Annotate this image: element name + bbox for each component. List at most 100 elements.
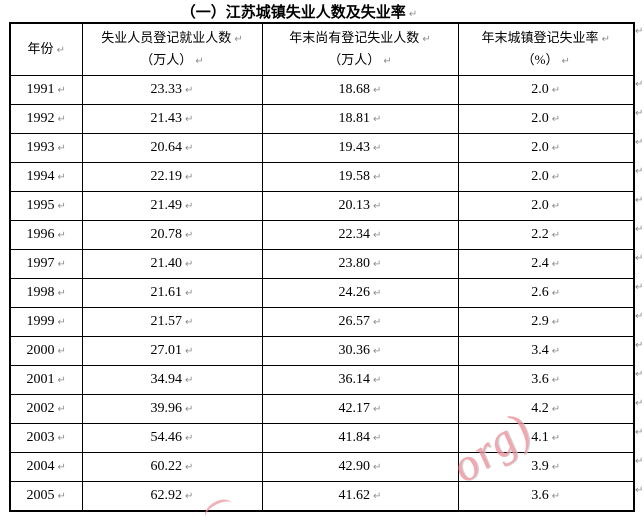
paragraph-mark-icon: ↵ <box>57 346 66 357</box>
end-of-row-mark-icon: ↵ <box>635 195 644 206</box>
registered-employed-cell-value: 27.01 <box>150 343 183 358</box>
registered-employed-cell-value: 21.43 <box>150 111 183 126</box>
header-unemployment-rate-label: 年末城镇登记失业率 <box>481 29 599 45</box>
paragraph-mark-icon: ↵ <box>234 33 243 45</box>
year-cell: 2003 ↵ <box>9 423 83 453</box>
registered-employed-cell: 54.46 ↵ <box>81 423 263 453</box>
year-cell-value: 1999 <box>26 314 55 329</box>
year-cell-value: 2001 <box>26 372 55 387</box>
header-yearend-unemployed: 年末尚有登记失业人数 ↵ （万人） ↵ <box>261 22 459 76</box>
yearend-unemployed-cell: 30.36 ↵ <box>261 336 459 366</box>
paragraph-mark-icon: ↵ <box>408 9 418 20</box>
year-cell: 2004 ↵ <box>9 452 83 482</box>
registered-employed-cell: 34.94 ↵ <box>81 365 263 395</box>
yearend-unemployed-cell: 42.17 ↵ <box>261 394 459 424</box>
year-cell-value: 2003 <box>26 430 55 445</box>
paragraph-mark-icon: ↵ <box>57 491 66 502</box>
rate-cell: 3.6 ↵ <box>457 481 635 512</box>
paragraph-mark-icon: ↵ <box>57 201 66 212</box>
year-cell: 1998 ↵ <box>9 278 83 308</box>
year-cell-value: 1991 <box>26 82 55 97</box>
yearend-unemployed-cell-value: 18.68 <box>338 82 371 97</box>
paragraph-mark-icon: ↵ <box>373 230 382 241</box>
paragraph-mark-icon: ↵ <box>551 375 561 386</box>
end-of-row-mark-icon: ↵ <box>635 282 644 293</box>
yearend-unemployed-cell: 22.34 ↵ <box>261 220 459 250</box>
paragraph-mark-icon: ↵ <box>373 114 382 125</box>
rate-cell-value: 2.0 <box>531 140 549 155</box>
rate-cell-value: 2.2 <box>531 227 549 242</box>
registered-employed-cell: 62.92 ↵ <box>81 481 263 512</box>
year-cell-value: 1996 <box>26 227 55 242</box>
paragraph-mark-icon: ↵ <box>185 201 194 212</box>
paragraph-mark-icon: ↵ <box>57 288 66 299</box>
yearend-unemployed-cell: 41.84 ↵ <box>261 423 459 453</box>
paragraph-mark-icon: ↵ <box>373 317 382 328</box>
yearend-unemployed-cell-value: 24.26 <box>338 285 371 300</box>
paragraph-mark-icon: ↵ <box>195 55 204 67</box>
rate-cell: 2.6 ↵ <box>457 278 635 308</box>
paragraph-mark-icon: ↵ <box>373 85 382 96</box>
rate-cell-value: 2.0 <box>531 169 549 184</box>
yearend-unemployed-cell-value: 36.14 <box>338 372 371 387</box>
paragraph-mark-icon: ↵ <box>383 55 392 67</box>
paragraph-mark-icon: ↵ <box>551 462 561 473</box>
table-row: 2004 ↵ 60.22 ↵ 42.90 ↵ 3.9 ↵ <box>9 452 635 482</box>
year-cell: 1993 ↵ <box>9 133 83 163</box>
registered-employed-cell: 27.01 ↵ <box>81 336 263 366</box>
paragraph-mark-icon: ↵ <box>56 44 65 56</box>
yearend-unemployed-cell-value: 26.57 <box>338 314 371 329</box>
table-row: 2005 ↵ 62.92 ↵ 41.62 ↵ 3.6 ↵ <box>9 481 635 512</box>
paragraph-mark-icon: ↵ <box>57 433 66 444</box>
yearend-unemployed-cell: 36.14 ↵ <box>261 365 459 395</box>
unemployment-table: 年份 ↵ 失业人员登记就业人数 ↵ （万人） ↵ 年末尚有登记失业人数 ↵ （万人） ↵ 年末… <box>9 22 635 512</box>
paragraph-mark-icon: ↵ <box>601 33 610 45</box>
rate-cell: 4.2 ↵ <box>457 394 635 424</box>
yearend-unemployed-cell-value: 41.84 <box>338 430 371 445</box>
paragraph-mark-icon: ↵ <box>185 85 194 96</box>
yearend-unemployed-cell: 41.62 ↵ <box>261 481 459 512</box>
paragraph-mark-icon: ↵ <box>57 259 66 270</box>
registered-employed-cell-value: 62.92 <box>150 488 183 503</box>
yearend-unemployed-cell-value: 19.43 <box>338 140 371 155</box>
rate-cell: 2.0 ↵ <box>457 133 635 163</box>
paragraph-mark-icon: ↵ <box>57 230 66 241</box>
paragraph-mark-icon: ↵ <box>551 491 561 502</box>
yearend-unemployed-cell: 18.68 ↵ <box>261 75 459 105</box>
paragraph-mark-icon: ↵ <box>185 433 194 444</box>
yearend-unemployed-cell-value: 41.62 <box>338 488 371 503</box>
paragraph-mark-icon: ↵ <box>551 85 561 96</box>
yearend-unemployed-cell: 19.58 ↵ <box>261 162 459 192</box>
table-row: 1996 ↵ 20.78 ↵ 22.34 ↵ 2.2 ↵ <box>9 220 635 250</box>
rate-cell: 2.0 ↵ <box>457 75 635 105</box>
registered-employed-cell-value: 34.94 <box>150 372 183 387</box>
registered-employed-cell: 21.43 ↵ <box>81 104 263 134</box>
rate-cell-value: 4.2 <box>531 401 549 416</box>
paragraph-mark-icon: ↵ <box>57 172 66 183</box>
table-row: 2003 ↵ 54.46 ↵ 41.84 ↵ 4.1 ↵ <box>9 423 635 453</box>
yearend-unemployed-cell: 18.81 ↵ <box>261 104 459 134</box>
registered-employed-cell-value: 60.22 <box>150 459 183 474</box>
registered-employed-cell-value: 21.40 <box>150 256 183 271</box>
registered-employed-cell-value: 22.19 <box>150 169 183 184</box>
paragraph-mark-icon: ↵ <box>185 346 194 357</box>
paragraph-mark-icon: ↵ <box>57 317 66 328</box>
registered-employed-cell: 39.96 ↵ <box>81 394 263 424</box>
paragraph-mark-icon: ↵ <box>185 172 194 183</box>
paragraph-mark-icon: ↵ <box>551 230 561 241</box>
yearend-unemployed-cell: 23.80 ↵ <box>261 249 459 279</box>
rate-cell: 3.6 ↵ <box>457 365 635 395</box>
rate-cell-value: 2.6 <box>531 285 549 300</box>
paragraph-mark-icon: ↵ <box>373 375 382 386</box>
paragraph-mark-icon: ↵ <box>373 201 382 212</box>
registered-employed-cell-value: 23.33 <box>150 82 183 97</box>
yearend-unemployed-cell-value: 42.17 <box>338 401 371 416</box>
header-year: 年份 ↵ <box>9 22 83 76</box>
paragraph-mark-icon: ↵ <box>185 114 194 125</box>
paragraph-mark-icon: ↵ <box>551 433 561 444</box>
paragraph-mark-icon: ↵ <box>373 462 382 473</box>
header-registered-employed: 失业人员登记就业人数 ↵ （万人） ↵ <box>81 22 263 76</box>
table-row: 1992 ↵ 21.43 ↵ 18.81 ↵ 2.0 ↵ <box>9 104 635 134</box>
page-title: （一）江苏城镇失业人数及失业率 ↵ <box>0 1 598 22</box>
end-of-row-mark-icon: ↵ <box>635 79 644 90</box>
